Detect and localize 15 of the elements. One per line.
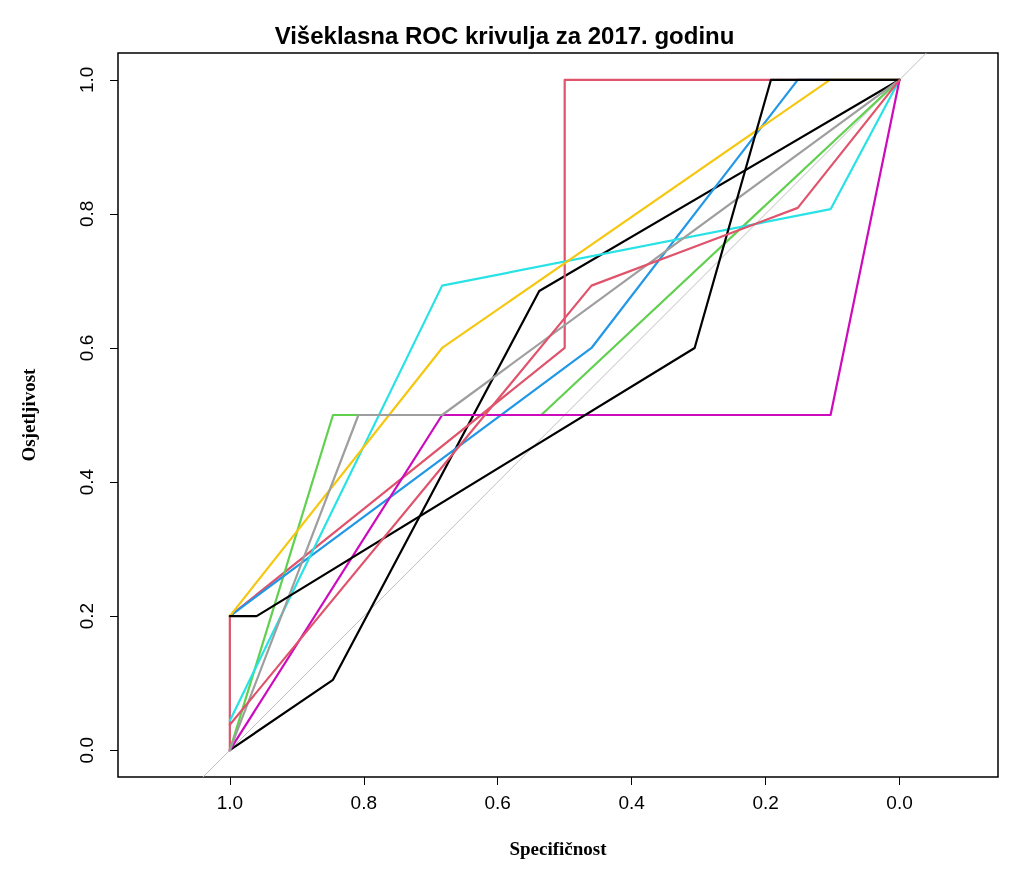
x-tick-label: 0.0: [886, 792, 913, 813]
y-tick-label: 0.0: [76, 736, 97, 764]
y-tick-label: 0.6: [76, 334, 97, 362]
x-tick-label: 0.6: [484, 792, 511, 813]
y-tick-label: 0.4: [76, 468, 97, 496]
x-tick-label: 0.4: [618, 792, 646, 813]
y-axis-title: Osjetljivost: [18, 367, 39, 462]
x-tick-label: 0.2: [752, 792, 779, 813]
y-tick-label: 0.8: [76, 200, 97, 228]
x-tick-label: 0.8: [350, 792, 377, 813]
chart-title: Višeklasna ROC krivulja za 2017. godinu: [274, 21, 735, 49]
y-tick-label: 0.2: [76, 602, 97, 630]
x-tick-label: 1.0: [216, 792, 244, 813]
y-tick-label: 1.0: [76, 66, 97, 94]
x-axis-title: Specifičnost: [509, 838, 608, 859]
